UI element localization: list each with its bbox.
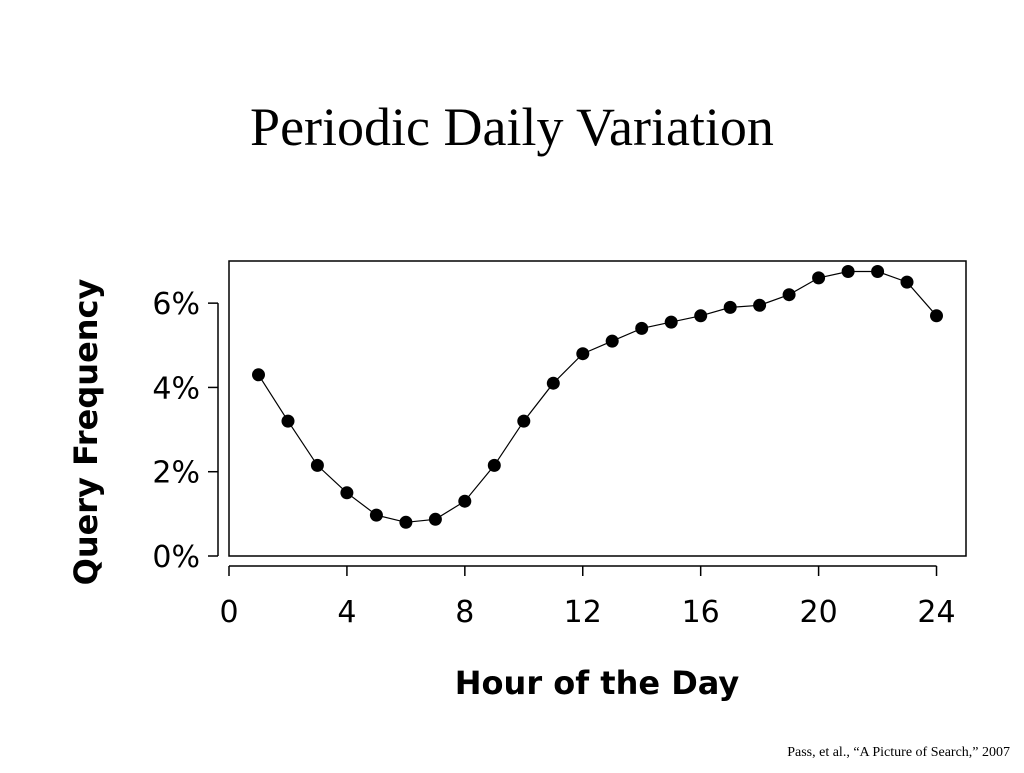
x-tick-label: 12 bbox=[564, 595, 602, 630]
data-point bbox=[281, 414, 295, 428]
x-tick-label: 20 bbox=[800, 595, 838, 630]
data-point bbox=[458, 494, 472, 508]
axes: 0 4 8 12 16 20 24 0% 2% 4% 6% bbox=[152, 260, 967, 630]
data-point bbox=[900, 275, 914, 289]
data-point bbox=[252, 368, 265, 382]
data-point bbox=[812, 271, 826, 285]
x-tick-label: 24 bbox=[917, 595, 955, 630]
x-tick-label: 4 bbox=[337, 595, 356, 630]
x-tick-label: 8 bbox=[455, 595, 474, 630]
y-tick-label: 2% bbox=[152, 456, 200, 491]
series-layer bbox=[252, 265, 943, 529]
data-point bbox=[753, 298, 767, 312]
data-point bbox=[310, 458, 324, 472]
data-point bbox=[605, 334, 619, 348]
series-line bbox=[257, 270, 937, 523]
y-tick-label: 0% bbox=[152, 540, 200, 575]
y-tick-label: 6% bbox=[152, 287, 200, 322]
y-tick-label: 4% bbox=[152, 371, 200, 406]
slide-title: Periodic Daily Variation bbox=[250, 97, 774, 157]
data-point bbox=[841, 265, 855, 278]
data-point bbox=[369, 508, 383, 522]
plot-frame bbox=[228, 260, 967, 557]
data-point bbox=[399, 515, 413, 529]
data-point bbox=[635, 321, 649, 335]
x-tick-label: 0 bbox=[219, 595, 238, 630]
data-point bbox=[517, 414, 531, 428]
data-point bbox=[428, 512, 442, 526]
data-point bbox=[782, 288, 796, 302]
data-point bbox=[664, 315, 678, 329]
x-tick-label: 16 bbox=[682, 595, 720, 630]
data-point bbox=[694, 309, 708, 323]
data-point bbox=[871, 265, 885, 278]
citation: Pass, et al., “A Picture of Search,” 200… bbox=[787, 745, 1010, 760]
data-point bbox=[340, 486, 354, 500]
data-point bbox=[930, 309, 943, 323]
data-point bbox=[576, 347, 590, 361]
data-point bbox=[723, 300, 737, 314]
x-axis-title: Hour of the Day bbox=[455, 664, 740, 702]
data-point bbox=[487, 458, 501, 472]
data-point bbox=[546, 376, 560, 390]
y-axis-title: Query Frequency bbox=[67, 278, 105, 585]
